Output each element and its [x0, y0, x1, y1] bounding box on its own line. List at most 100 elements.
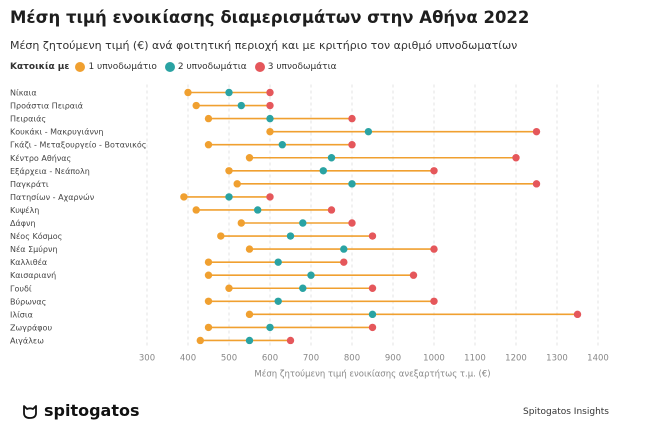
point-1-bedroom — [225, 167, 233, 175]
brand-name: spitogatos — [44, 401, 140, 420]
point-2-bedrooms — [266, 114, 274, 123]
point-3-bedrooms — [573, 310, 582, 319]
category-label: Καισαριανή — [10, 271, 56, 280]
point-3-bedrooms — [532, 127, 541, 136]
point-1-bedroom — [237, 219, 245, 227]
category-label: Πειραιάς — [10, 115, 46, 124]
x-tick-label: 400 — [180, 353, 196, 363]
point-2-bedrooms — [274, 297, 282, 305]
point-1-bedroom — [184, 88, 192, 97]
point-2-bedrooms — [278, 141, 286, 149]
category-label: Νίκαια — [10, 89, 37, 98]
category-label: Πατησίων - Αχαρνών — [10, 192, 95, 202]
point-2-bedrooms — [286, 232, 295, 240]
point-2-bedrooms — [368, 310, 377, 319]
legend-item-2: 2 υπνοδωμάτια — [164, 62, 247, 72]
x-tick-label: 700 — [303, 353, 319, 363]
category-label: Ιλίσια — [10, 310, 33, 319]
category-label: Βύρωνας — [10, 296, 46, 306]
point-3-bedrooms — [266, 193, 274, 201]
point-2-bedrooms — [274, 258, 282, 266]
point-1-bedroom — [204, 141, 213, 149]
point-3-bedrooms — [409, 271, 418, 279]
point-1-bedroom — [196, 336, 204, 345]
point-2-bedrooms — [237, 101, 245, 110]
point-3-bedrooms — [512, 154, 520, 162]
cat-logo-icon — [23, 404, 37, 419]
point-1-bedroom — [204, 297, 213, 305]
point-1-bedroom — [266, 127, 274, 136]
x-tick-label: 1300 — [546, 353, 568, 363]
category-label: Νέα Σμύρνη — [10, 244, 58, 254]
point-3-bedrooms — [348, 141, 356, 149]
point-1-bedroom — [192, 206, 200, 214]
point-2-bedrooms — [266, 323, 274, 332]
x-tick-label: 1100 — [464, 353, 486, 363]
legend-swatch-2 — [164, 62, 175, 72]
point-3-bedrooms — [286, 336, 295, 345]
point-2-bedrooms — [327, 154, 336, 162]
category-label: Προάστια Πειραιά — [10, 102, 83, 111]
point-2-bedrooms — [225, 193, 233, 201]
point-3-bedrooms — [348, 114, 356, 123]
legend-label-3: 3 υπνοδωμάτια — [267, 62, 337, 72]
x-axis-title: Μέση ζητούμενη τιμή ενοικίασης ανεξαρτήτ… — [254, 368, 490, 379]
x-tick-label: 1200 — [505, 353, 527, 363]
category-label: Ζωγράφου — [10, 323, 52, 332]
category-label: Καλλιθέα — [10, 257, 47, 267]
chart-subtitle: Μέση ζητούμενη τιμή (€) ανά φοιτητική πε… — [10, 39, 518, 52]
point-3-bedrooms — [266, 88, 274, 97]
legend-swatch-3 — [254, 62, 265, 72]
point-2-bedrooms — [340, 245, 348, 253]
point-3-bedrooms — [532, 180, 541, 188]
point-2-bedrooms — [299, 219, 307, 227]
point-3-bedrooms — [430, 245, 438, 253]
point-3-bedrooms — [266, 101, 274, 110]
legend-title: Κατοικία με — [10, 62, 70, 72]
point-3-bedrooms — [348, 219, 356, 227]
category-label: Κυψέλη — [10, 205, 39, 215]
point-1-bedroom — [217, 232, 225, 240]
legend: Κατοικία με 1 υπνοδωμάτιο 2 υπνοδωμάτια … — [10, 62, 345, 72]
x-tick-label: 1000 — [423, 353, 445, 363]
point-1-bedroom — [204, 271, 213, 279]
point-3-bedrooms — [430, 297, 438, 305]
point-1-bedroom — [225, 284, 233, 292]
x-tick-label: 800 — [344, 353, 360, 363]
category-label: Παγκράτι — [10, 180, 49, 189]
point-3-bedrooms — [368, 232, 377, 240]
point-3-bedrooms — [327, 206, 336, 214]
point-1-bedroom — [245, 310, 254, 319]
legend-label-1: 1 υπνοδωμάτιο — [88, 62, 157, 72]
point-1-bedroom — [233, 180, 241, 188]
category-label: Γκάζι - Μεταξουργείο - Βοτανικός — [10, 140, 146, 150]
point-1-bedroom — [204, 258, 213, 266]
point-3-bedrooms — [430, 167, 438, 175]
point-2-bedrooms — [364, 127, 373, 136]
category-label: Αιγάλεω — [10, 336, 44, 345]
category-label: Κουκάκι - Μακρυγιάννη — [10, 128, 103, 137]
category-label: Γουδί — [10, 284, 32, 293]
legend-swatch-1 — [75, 62, 86, 72]
point-1-bedroom — [192, 101, 200, 110]
legend-item-1: 1 υπνοδωμάτιο — [75, 62, 157, 72]
chart-title: Μέση τιμή ενοικίασης διαμερισμάτων στην … — [10, 8, 530, 27]
point-2-bedrooms — [299, 284, 307, 292]
x-tick-label: 600 — [262, 353, 278, 363]
point-1-bedroom — [204, 114, 213, 123]
legend-item-3: 3 υπνοδωμάτια — [254, 62, 337, 72]
point-3-bedrooms — [340, 258, 348, 266]
point-1-bedroom — [204, 323, 213, 332]
x-tick-label: 1400 — [587, 353, 609, 363]
point-2-bedrooms — [254, 206, 262, 214]
category-label: Δάφνη — [10, 219, 36, 228]
x-tick-label: 900 — [385, 353, 401, 363]
point-1-bedroom — [180, 193, 188, 201]
category-label: Κέντρο Αθήνας — [10, 153, 71, 163]
point-2-bedrooms — [225, 88, 233, 97]
point-1-bedroom — [245, 154, 254, 162]
category-label: Εξάρχεια - Νεάπολη — [10, 167, 90, 176]
source-note: Spitogatos Insights — [523, 407, 609, 417]
point-2-bedrooms — [307, 271, 315, 279]
